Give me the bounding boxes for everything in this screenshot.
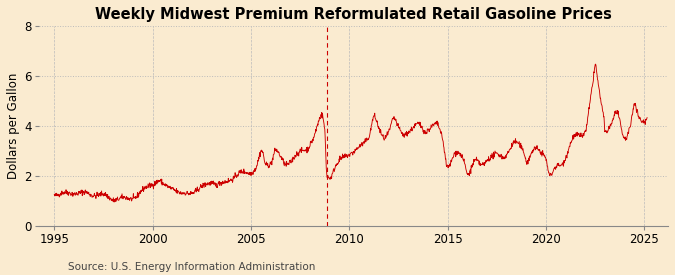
Text: Source: U.S. Energy Information Administration: Source: U.S. Energy Information Administ… (68, 262, 315, 272)
Y-axis label: Dollars per Gallon: Dollars per Gallon (7, 73, 20, 179)
Title: Weekly Midwest Premium Reformulated Retail Gasoline Prices: Weekly Midwest Premium Reformulated Reta… (95, 7, 612, 22)
